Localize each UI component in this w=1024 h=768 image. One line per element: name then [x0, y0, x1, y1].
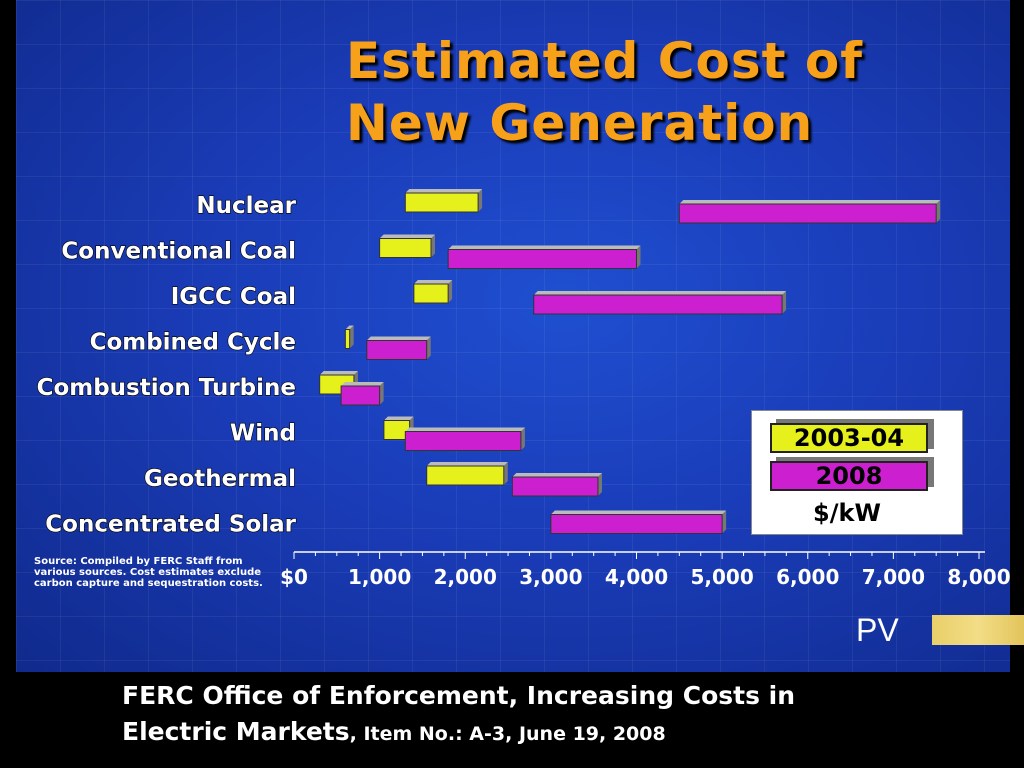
category-label-combined-cycle: Combined Cycle: [90, 330, 296, 356]
legend-unit-label: $/kW: [813, 499, 881, 527]
bar-2003-04-combustion-turbine-top: [319, 371, 358, 375]
bar-2003-04-conventional-coal-side: [431, 234, 435, 258]
footer-line2: Electric Markets, Item No.: A-3, June 19…: [122, 714, 1002, 752]
bar-2008-igcc-coal-top: [533, 291, 787, 295]
x-tick-label: $0: [280, 565, 308, 589]
bar-2003-04-geothermal: [426, 465, 505, 486]
x-tick-label: 8,000: [947, 565, 1010, 589]
bar-2008-conventional-coal-top: [448, 245, 641, 250]
footer-date: , June 19, 2008: [505, 723, 666, 745]
source-note: Source: Compiled by FERC Staff from vari…: [34, 556, 263, 589]
bar-2003-04-igcc-coal: [413, 283, 449, 304]
slide: Estimated Cost of New Generation Nuclear…: [16, 0, 1010, 672]
bar-2003-04-combined-cycle-side: [349, 325, 354, 349]
category-label-combustion-turbine: Combustion Turbine: [37, 375, 296, 401]
bar-2008-combustion-turbine-top: [341, 382, 384, 386]
bar-2008-conventional-coal-side: [636, 245, 641, 269]
chart-title-line1: Estimated Cost of: [346, 32, 864, 90]
background-grid: [16, 0, 1010, 672]
bar-2008-nuclear-side: [936, 200, 941, 223]
category-label-wind: Wind: [230, 421, 296, 447]
bar-2008-nuclear: [678, 203, 937, 224]
bar-2008-combined-cycle-side: [426, 336, 431, 360]
bar-2003-04-igcc-coal-side: [448, 280, 453, 303]
legend-item-2003-04: 2003-04: [770, 423, 928, 453]
x-tick-label: 6,000: [776, 565, 839, 589]
x-tick-label: 3,000: [519, 565, 582, 589]
bar-2008-wind-top: [405, 427, 525, 432]
bar-2003-04-combined-cycle-top: [345, 325, 354, 330]
x-tick-label: 5,000: [690, 565, 753, 589]
x-tick-label: 4,000: [605, 565, 668, 589]
category-label-conventional-coal: Conventional Coal: [61, 239, 296, 265]
bar-2003-04-igcc-coal-top: [413, 280, 453, 284]
legend: 2003-04 2008 $/kW: [751, 410, 963, 535]
chart-title: Estimated Cost of New Generation: [346, 30, 946, 154]
bar-2008-concentrated-solar: [550, 514, 723, 534]
bar-2008-igcc-coal: [533, 294, 783, 315]
category-label-igcc-coal: IGCC Coal: [171, 284, 296, 310]
bar-2008-geothermal-top: [512, 473, 602, 477]
bar-2008-concentrated-solar-top: [550, 510, 727, 515]
bar-2008-wind-side: [520, 427, 525, 451]
bar-2003-04-nuclear-side: [478, 189, 483, 212]
bar-2008-geothermal-side: [597, 473, 602, 496]
category-label-nuclear: Nuclear: [196, 193, 296, 219]
bar-2008-nuclear-top: [679, 200, 941, 204]
bar-2003-04-nuclear-top: [405, 189, 483, 193]
bar-2003-04-geothermal-top: [426, 462, 508, 466]
bar-2003-04-combined-cycle: [344, 329, 351, 349]
bar-2008-concentrated-solar-side: [722, 510, 727, 534]
bar-2003-04-nuclear: [404, 192, 479, 213]
bar-2008-combined-cycle: [366, 340, 428, 360]
category-label-concentrated-solar: Concentrated Solar: [45, 512, 296, 538]
footer-citation: FERC Office of Enforcement, Increasing C…: [122, 678, 1002, 752]
bar-2008-conventional-coal: [447, 249, 637, 269]
bar-2003-04-geothermal-side: [503, 462, 508, 485]
bar-2003-04-conventional-coal-top: [379, 234, 435, 239]
x-tick-label: 2,000: [434, 565, 497, 589]
x-tick-label: 7,000: [862, 565, 925, 589]
x-tick-label: 1,000: [348, 565, 411, 589]
chart-title-line2: New Generation: [346, 94, 814, 152]
bar-2008-combustion-turbine-side: [379, 382, 384, 405]
footer-line1: FERC Office of Enforcement, Increasing C…: [122, 681, 796, 710]
chart-plot: Nuclear Conventional Coal IGCC Coal Combine…: [36, 189, 1010, 589]
bar-2008-combined-cycle-top: [366, 336, 431, 341]
bar-2003-04-conventional-coal: [379, 238, 432, 258]
bar-2008-wind: [404, 431, 522, 451]
legend-item-2008: 2008: [770, 461, 928, 491]
footer-line2-main: Electric Markets: [122, 717, 350, 746]
bar-2003-04-wind-top: [383, 416, 414, 421]
pv-bar: [932, 615, 1024, 645]
category-label-geothermal: Geothermal: [144, 466, 296, 492]
pv-label: PV: [856, 612, 899, 648]
footer-item-number: , Item No.: A-3: [349, 723, 506, 745]
bar-2008-geothermal: [511, 476, 599, 497]
bar-2008-igcc-coal-side: [782, 291, 787, 314]
bar-2008-combustion-turbine: [340, 385, 381, 406]
